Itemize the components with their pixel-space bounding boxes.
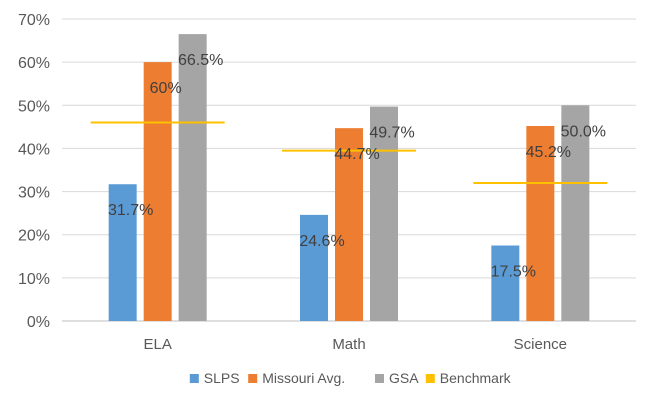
y-tick-label: 0% <box>27 314 50 331</box>
bar-missouri-avg <box>526 125 555 321</box>
x-tick-label: Science <box>514 336 567 353</box>
legend-swatch-gsa <box>375 374 384 383</box>
data-label: 49.7% <box>369 125 414 142</box>
x-tick-label: Math <box>332 336 365 353</box>
bar-slps <box>491 245 520 321</box>
y-tick-label: 70% <box>18 12 50 29</box>
y-tick-label: 60% <box>18 55 50 72</box>
data-label: 66.5% <box>178 52 223 69</box>
y-tick-label: 40% <box>18 141 50 158</box>
legend-label-gsa: GSA <box>389 370 419 386</box>
data-label: 60% <box>150 80 182 97</box>
bar-missouri-avg <box>335 128 363 321</box>
bar-gsa <box>370 106 398 321</box>
x-tick-label: ELA <box>143 336 171 353</box>
data-label: 31.7% <box>108 202 153 219</box>
legend-swatch-slps <box>189 374 199 383</box>
y-tick-label: 10% <box>18 271 50 288</box>
data-label: 45.2% <box>526 144 571 161</box>
data-label: 17.5% <box>491 264 536 281</box>
legend-swatch-missouri-avg <box>248 374 258 383</box>
y-tick-label: 50% <box>18 98 50 115</box>
bar-slps <box>300 214 328 321</box>
data-label: 50.0% <box>561 123 606 140</box>
bar-gsa <box>178 34 207 321</box>
legend-label-benchmark: Benchmark <box>440 370 512 386</box>
bar-missouri-avg <box>143 62 172 322</box>
y-tick-label: 20% <box>18 228 50 245</box>
legend-swatch-benchmark <box>425 374 435 383</box>
bar-slps <box>108 184 137 321</box>
legend-label-missouri-avg: Missouri Avg. <box>262 370 345 386</box>
bar-gsa <box>561 105 590 322</box>
data-label: 24.6% <box>299 233 344 250</box>
data-label: 44.7% <box>334 146 379 163</box>
legend-label-slps: SLPS <box>204 370 240 386</box>
y-tick-label: 30% <box>18 185 50 202</box>
